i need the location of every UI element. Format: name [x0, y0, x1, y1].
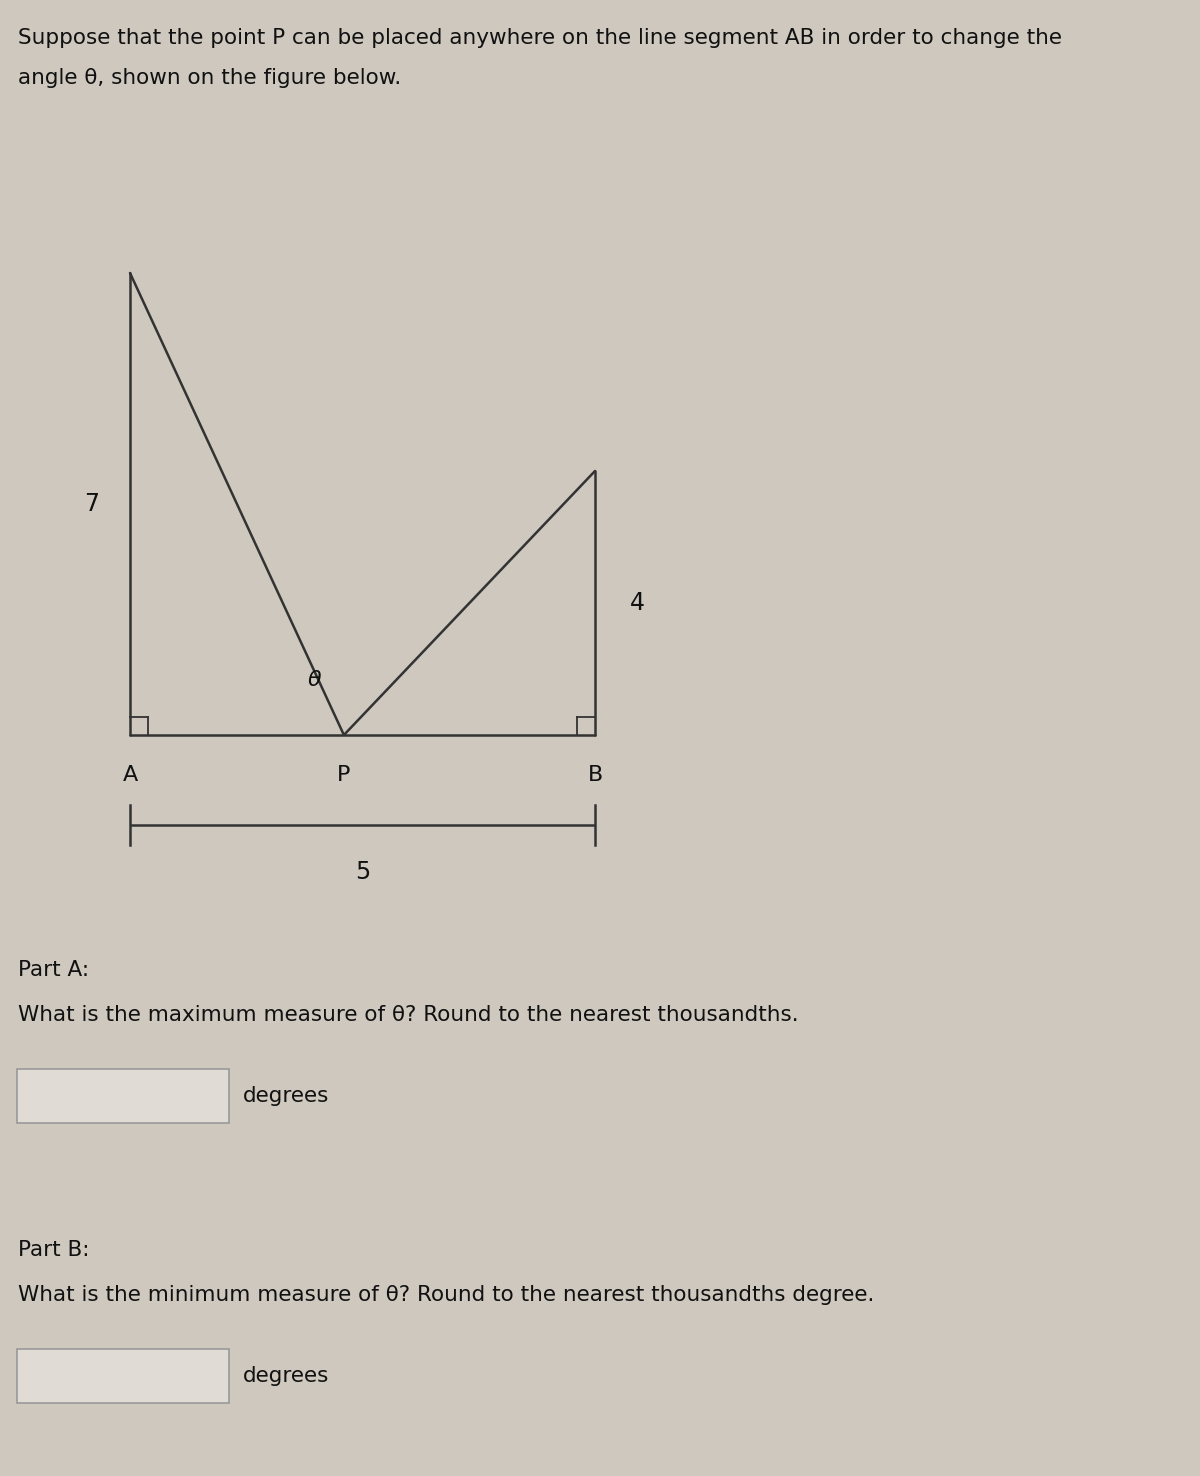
Text: angle θ, shown on the figure below.: angle θ, shown on the figure below. — [18, 68, 401, 89]
Text: Part A:: Part A: — [18, 959, 89, 980]
Text: 5: 5 — [355, 861, 370, 884]
Text: degrees: degrees — [242, 1365, 329, 1386]
Text: What is the minimum measure of θ? Round to the nearest thousandths degree.: What is the minimum measure of θ? Round … — [18, 1286, 875, 1305]
Text: What is the maximum measure of θ? Round to the nearest thousandths.: What is the maximum measure of θ? Round … — [18, 1005, 799, 1024]
Text: B: B — [587, 765, 602, 785]
Text: θ: θ — [307, 670, 320, 689]
Text: Suppose that the point P can be placed anywhere on the line segment AB in order : Suppose that the point P can be placed a… — [18, 28, 1062, 49]
Text: A: A — [122, 765, 138, 785]
Text: Part B:: Part B: — [18, 1240, 90, 1261]
Text: 4: 4 — [630, 590, 644, 615]
Text: 7: 7 — [84, 492, 100, 517]
FancyBboxPatch shape — [17, 1349, 229, 1404]
Text: degrees: degrees — [242, 1086, 329, 1106]
Text: P: P — [337, 765, 350, 785]
FancyBboxPatch shape — [17, 1069, 229, 1123]
